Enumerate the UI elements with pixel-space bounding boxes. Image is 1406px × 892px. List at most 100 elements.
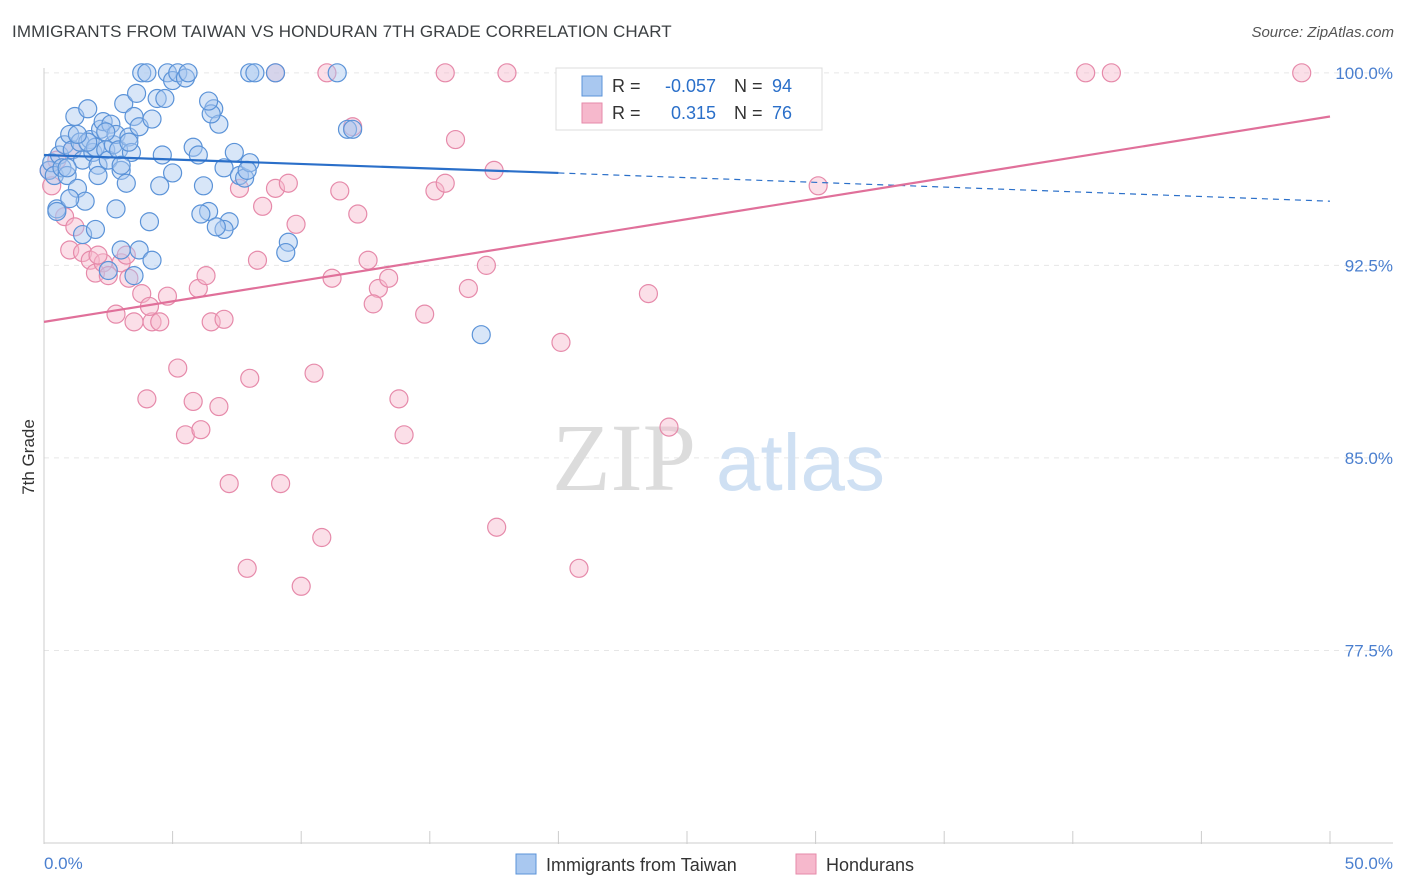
taiwan-point: [214, 219, 234, 240]
honduran-point: [291, 576, 311, 596]
taiwan-point: [88, 165, 108, 186]
taiwan-n-label: N =: [734, 76, 763, 96]
taiwan-point: [224, 142, 244, 163]
honduran-legend-swatch: [581, 102, 603, 124]
honduran-point: [183, 391, 203, 412]
honduran-point: [348, 204, 368, 224]
honduran-point: [119, 268, 139, 288]
honduran-point: [551, 332, 571, 352]
taiwan-point: [96, 122, 116, 142]
taiwan-point: [75, 191, 95, 211]
honduran-point: [312, 527, 332, 548]
honduran-point: [304, 363, 324, 383]
taiwan-point: [114, 94, 134, 114]
taiwan-trend-line: [43, 153, 559, 175]
honduran-point: [278, 173, 298, 193]
honduran-point: [253, 196, 273, 216]
taiwan-point: [85, 219, 106, 240]
honduran-point: [168, 358, 188, 378]
taiwan-point: [57, 158, 77, 178]
honduran-n-value: 76: [772, 103, 792, 123]
taiwan-r-label: R =: [612, 76, 641, 96]
honduran-point: [142, 312, 162, 332]
honduran-point: [1292, 63, 1312, 83]
honduran-point: [106, 304, 126, 324]
taiwan-point: [155, 88, 175, 109]
honduran-point: [98, 266, 118, 286]
taiwan-point: [78, 132, 98, 152]
taiwan-point: [90, 119, 111, 139]
taiwan-point: [245, 63, 265, 83]
honduran-point: [271, 473, 291, 494]
taiwan-point: [124, 266, 144, 286]
bottom-legend: Immigrants from Taiwan Hondurans: [515, 853, 914, 875]
honduran-point: [435, 173, 455, 193]
honduran-point: [237, 558, 257, 578]
legend-item-taiwan-label: Immigrants from Taiwan: [546, 855, 737, 875]
chart-title: IMMIGRANTS FROM TAIWAN VS HONDURAN 7TH G…: [12, 22, 672, 41]
x-tick-label-end: 50.0%: [1345, 854, 1393, 873]
honduran-point: [1076, 63, 1096, 83]
taiwan-point: [191, 204, 211, 224]
honduran-point: [363, 294, 383, 314]
taiwan-point: [276, 242, 296, 263]
taiwan-point: [199, 201, 219, 222]
taiwan-point: [111, 155, 131, 175]
taiwan-point: [72, 224, 93, 245]
taiwan-point: [60, 189, 80, 209]
taiwan-point: [57, 165, 77, 186]
honduran-point: [638, 284, 659, 304]
honduran-point: [116, 245, 136, 265]
honduran-point: [659, 417, 679, 437]
taiwan-n-value: 94: [772, 76, 792, 96]
taiwan-point: [237, 160, 257, 180]
honduran-point: [415, 304, 435, 324]
honduran-point: [497, 63, 517, 83]
honduran-point: [175, 425, 196, 445]
honduran-point: [88, 245, 108, 265]
honduran-point: [389, 389, 409, 409]
honduran-point: [368, 278, 388, 299]
honduran-point: [137, 389, 157, 409]
honduran-point: [65, 217, 85, 237]
taiwan-point: [137, 63, 157, 83]
taiwan-point: [60, 124, 80, 145]
taiwan-point: [132, 63, 152, 83]
honduran-point: [569, 558, 589, 578]
taiwan-point: [139, 212, 160, 232]
taiwan-point: [175, 68, 196, 88]
honduran-point: [445, 129, 466, 150]
taiwan-point: [152, 145, 172, 165]
stats-legend: R = -0.057 N = 94 R = 0.315 N = 76: [555, 67, 823, 131]
honduran-point: [317, 63, 337, 83]
taiwan-point: [265, 63, 286, 83]
taiwan-point: [337, 119, 358, 139]
honduran-trend-line: [43, 115, 1331, 323]
taiwan-legend-swatch: [581, 75, 603, 97]
taiwan-point: [129, 240, 149, 260]
taiwan-point: [98, 150, 118, 170]
taiwan-point: [214, 158, 234, 178]
taiwan-point: [150, 176, 170, 196]
honduran-point: [358, 250, 378, 270]
honduran-r-label: R =: [612, 103, 641, 123]
y-tick-label: 85.0%: [1345, 449, 1393, 468]
honduran-point: [191, 420, 211, 440]
y-tick-labels: 77.5% 85.0% 92.5% 100.0%: [1335, 64, 1393, 661]
y-tick-label: 77.5%: [1345, 641, 1393, 660]
taiwan-point: [67, 124, 88, 145]
honduran-point: [247, 250, 268, 270]
taiwan-points: [39, 63, 491, 345]
taiwan-point: [78, 99, 98, 119]
honduran-point: [240, 368, 260, 388]
y-tick-label: 92.5%: [1345, 256, 1393, 275]
legend-item-taiwan-swatch: [515, 853, 537, 875]
taiwan-point: [116, 173, 136, 193]
honduran-point: [196, 266, 216, 286]
x-tick-label-start: 0.0%: [44, 854, 83, 873]
watermark-atlas: atlas: [716, 418, 885, 507]
taiwan-point: [62, 140, 82, 160]
honduran-point: [322, 268, 342, 288]
honduran-point: [1101, 63, 1121, 83]
